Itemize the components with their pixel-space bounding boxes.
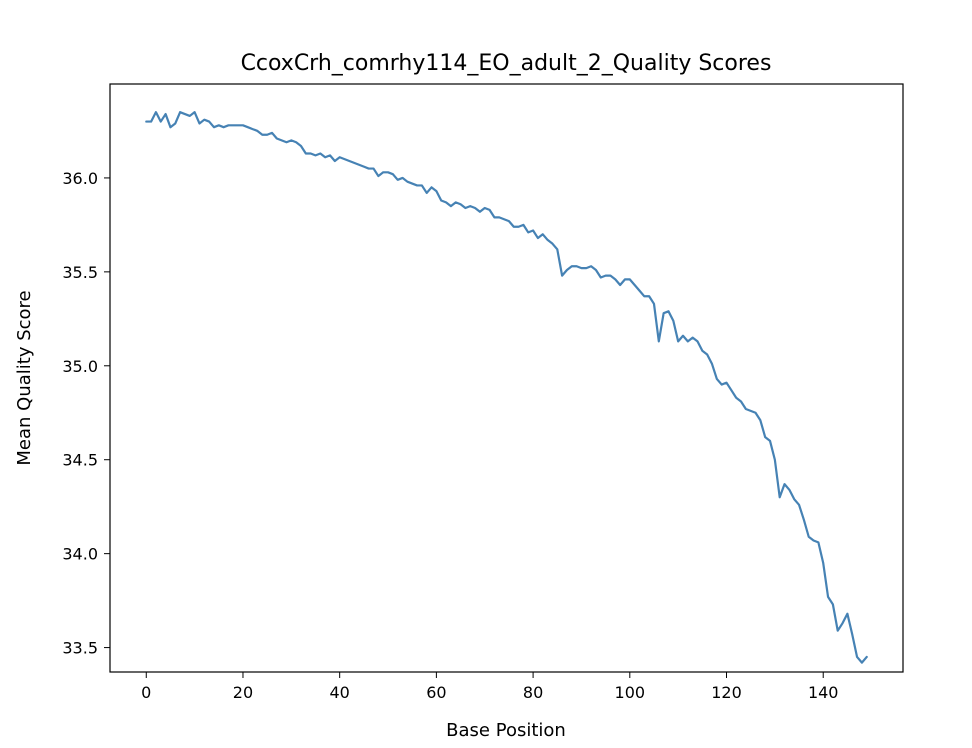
x-tick-label: 140 bbox=[808, 683, 839, 702]
y-tick-label: 35.5 bbox=[62, 263, 98, 282]
y-axis-label: Mean Quality Score bbox=[14, 290, 35, 465]
x-tick-label: 100 bbox=[615, 683, 646, 702]
x-axis-ticks: 0 20 40 60 80 100 120 140 bbox=[141, 672, 838, 702]
x-tick-label: 80 bbox=[523, 683, 543, 702]
y-tick-label: 35.0 bbox=[62, 357, 98, 376]
y-tick-label: 36.0 bbox=[62, 169, 98, 188]
x-tick-label: 20 bbox=[233, 683, 253, 702]
x-axis-label: Base Position bbox=[446, 720, 566, 741]
y-tick-label: 33.5 bbox=[62, 639, 98, 658]
series-layer bbox=[145, 111, 868, 664]
x-tick-label: 0 bbox=[141, 683, 151, 702]
y-tick-label: 34.0 bbox=[62, 545, 98, 564]
quality-score-line bbox=[145, 111, 868, 664]
x-tick-label: 40 bbox=[330, 683, 350, 702]
plot-area bbox=[109, 83, 904, 673]
y-tick-label: 34.5 bbox=[62, 451, 98, 470]
x-tick-label: 60 bbox=[426, 683, 446, 702]
y-axis-ticks: 33.5 34.0 34.5 35.0 35.5 36.0 bbox=[62, 169, 110, 658]
x-tick-label: 120 bbox=[711, 683, 742, 702]
chart-title: CcoxCrh_comrhy114_EO_adult_2_Quality Sco… bbox=[241, 51, 772, 76]
